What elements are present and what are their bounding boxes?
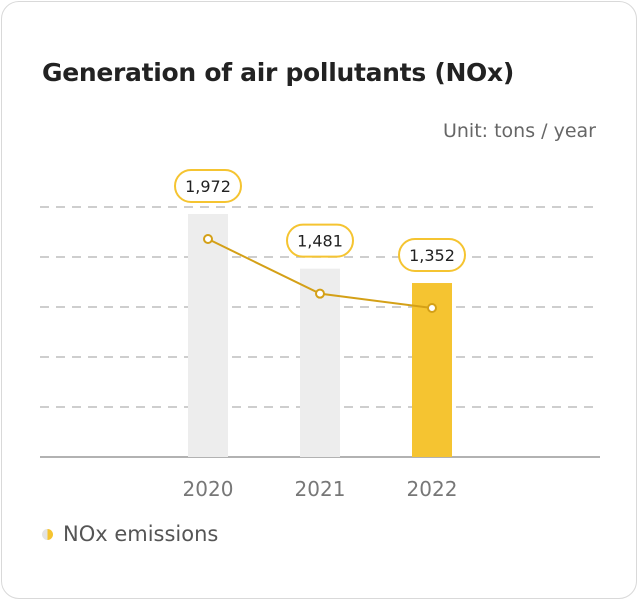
- trend-point: [203, 234, 213, 245]
- bar-2021: [300, 268, 340, 457]
- data-label-pill: [286, 223, 354, 258]
- bar-2020: [188, 214, 228, 457]
- chart-title: Generation of air pollutants (NOx): [42, 58, 514, 87]
- x-tick-label: 2021: [295, 477, 346, 501]
- data-label: 1,972: [185, 177, 231, 196]
- legend-marker-icon: [42, 528, 53, 540]
- data-label-pill: [398, 238, 466, 273]
- trend-point: [315, 288, 325, 299]
- trend-point: [427, 303, 437, 314]
- legend: NOx emissions: [42, 522, 218, 546]
- data-label: 1,481: [297, 232, 343, 251]
- data-label: 1,352: [409, 246, 455, 265]
- data-label-pill: [174, 169, 242, 204]
- x-tick-label: 2022: [407, 477, 458, 501]
- x-tick-label: 2020: [183, 477, 234, 501]
- legend-label: NOx emissions: [63, 522, 219, 546]
- unit-label: Unit: tons / year: [442, 120, 596, 142]
